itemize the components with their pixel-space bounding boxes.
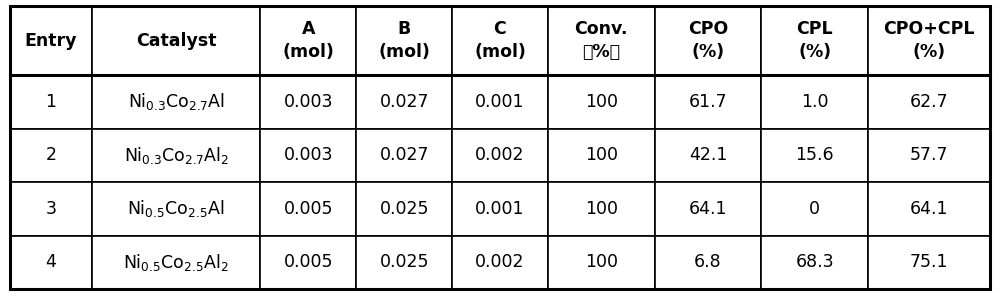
Bar	[452, 6, 548, 75]
Text: 0.025: 0.025	[379, 200, 429, 218]
Text: CPO+CPL
(%): CPO+CPL (%)	[883, 20, 975, 61]
Text: Entry: Entry	[25, 32, 77, 50]
Text: 15.6: 15.6	[795, 146, 834, 164]
Text: $\mathregular{Ni_{0.5}Co_{2.5}Al}$: $\mathregular{Ni_{0.5}Co_{2.5}Al}$	[127, 198, 225, 219]
Bar	[356, 129, 452, 182]
Bar	[356, 236, 452, 289]
Text: 68.3: 68.3	[795, 253, 834, 271]
Text: C
(mol): C (mol)	[474, 20, 526, 61]
Bar	[655, 129, 761, 182]
Bar	[655, 182, 761, 236]
Bar	[548, 182, 655, 236]
Bar	[92, 182, 260, 236]
Bar	[548, 236, 655, 289]
Text: 0.003: 0.003	[284, 146, 333, 164]
Bar	[92, 75, 260, 129]
Text: B
(mol): B (mol)	[378, 20, 430, 61]
Text: 57.7: 57.7	[910, 146, 948, 164]
Text: 61.7: 61.7	[689, 93, 727, 111]
Bar	[260, 129, 356, 182]
Bar	[452, 236, 548, 289]
Bar	[655, 75, 761, 129]
Bar	[655, 6, 761, 75]
Bar	[452, 129, 548, 182]
Text: 4: 4	[45, 253, 56, 271]
Bar	[10, 129, 92, 182]
Text: $\mathregular{Ni_{0.5}Co_{2.5}Al_2}$: $\mathregular{Ni_{0.5}Co_{2.5}Al_2}$	[123, 252, 229, 273]
Bar	[92, 129, 260, 182]
Text: 6.8: 6.8	[694, 253, 722, 271]
Bar	[260, 182, 356, 236]
Bar	[868, 182, 990, 236]
Text: 1: 1	[45, 93, 56, 111]
Text: 100: 100	[585, 93, 618, 111]
Bar	[452, 75, 548, 129]
Bar	[655, 236, 761, 289]
Text: 0.001: 0.001	[475, 93, 525, 111]
Text: 0.027: 0.027	[379, 146, 429, 164]
Text: 3: 3	[45, 200, 56, 218]
Bar	[548, 6, 655, 75]
Text: 2: 2	[45, 146, 56, 164]
Bar	[10, 75, 92, 129]
Bar	[92, 6, 260, 75]
Bar	[761, 236, 868, 289]
Bar	[548, 75, 655, 129]
Text: 0.003: 0.003	[284, 93, 333, 111]
Bar	[868, 6, 990, 75]
Text: $\mathregular{Ni_{0.3}Co_{2.7}Al}$: $\mathregular{Ni_{0.3}Co_{2.7}Al}$	[128, 91, 224, 112]
Bar	[356, 182, 452, 236]
Text: 1.0: 1.0	[801, 93, 828, 111]
Text: 100: 100	[585, 200, 618, 218]
Text: 62.7: 62.7	[910, 93, 948, 111]
Bar	[356, 75, 452, 129]
Text: 75.1: 75.1	[910, 253, 948, 271]
Text: CPO
(%): CPO (%)	[688, 20, 728, 61]
Text: 0.025: 0.025	[379, 253, 429, 271]
Bar	[761, 6, 868, 75]
Text: A
(mol): A (mol)	[282, 20, 334, 61]
Text: 0.001: 0.001	[475, 200, 525, 218]
Text: 100: 100	[585, 253, 618, 271]
Bar	[868, 236, 990, 289]
Bar	[761, 182, 868, 236]
Bar	[761, 129, 868, 182]
Text: 64.1: 64.1	[689, 200, 727, 218]
Text: CPL
(%): CPL (%)	[796, 20, 833, 61]
Text: 0.002: 0.002	[475, 253, 525, 271]
Bar	[356, 6, 452, 75]
Text: 100: 100	[585, 146, 618, 164]
Text: 0.005: 0.005	[284, 253, 333, 271]
Bar	[452, 182, 548, 236]
Text: 42.1: 42.1	[689, 146, 727, 164]
Bar	[761, 75, 868, 129]
Text: 64.1: 64.1	[910, 200, 948, 218]
Bar	[260, 75, 356, 129]
Bar	[868, 75, 990, 129]
Text: 0: 0	[809, 200, 820, 218]
Text: 0.002: 0.002	[475, 146, 525, 164]
Bar	[92, 236, 260, 289]
Text: 0.027: 0.027	[379, 93, 429, 111]
Bar	[10, 6, 92, 75]
Text: $\mathregular{Ni_{0.3}Co_{2.7}Al_2}$: $\mathregular{Ni_{0.3}Co_{2.7}Al_2}$	[124, 145, 229, 166]
Text: 0.005: 0.005	[284, 200, 333, 218]
Text: Conv.
（%）: Conv. （%）	[575, 20, 628, 61]
Bar	[260, 236, 356, 289]
Bar	[260, 6, 356, 75]
Text: Catalyst: Catalyst	[136, 32, 216, 50]
Bar	[10, 182, 92, 236]
Bar	[548, 129, 655, 182]
Bar	[10, 236, 92, 289]
Bar	[868, 129, 990, 182]
